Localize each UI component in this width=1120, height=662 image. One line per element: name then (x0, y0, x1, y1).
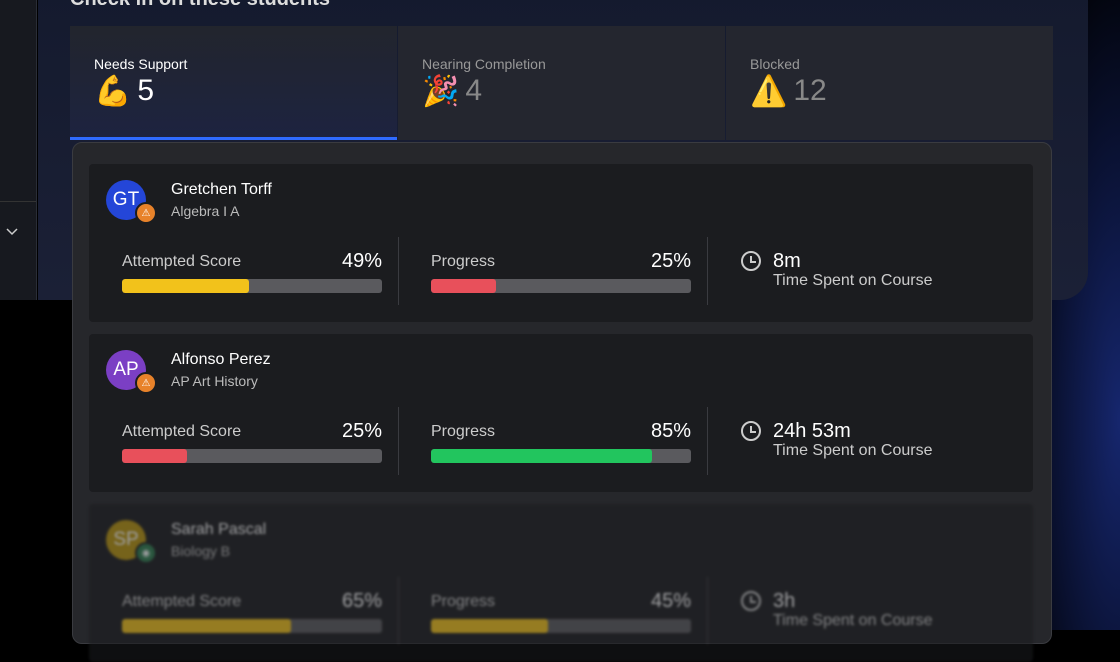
student-card[interactable]: GT ⚠ Gretchen Torff Algebra I A Attempted Sc… (89, 164, 1033, 322)
student-name: Sarah Pascal (171, 521, 267, 538)
course-name: Biology B (171, 543, 231, 559)
student-name: Gretchen Torff (171, 181, 272, 198)
clock-icon (741, 591, 761, 611)
score-track (122, 279, 382, 293)
status-badge: ⚠ (135, 202, 157, 224)
tab-label: Blocked (750, 56, 800, 72)
divider (0, 201, 36, 202)
time-label: Time Spent on Course (773, 612, 933, 629)
divider (707, 237, 708, 305)
clock-icon (741, 421, 761, 441)
course-name: AP Art History (171, 373, 258, 389)
status-badge: ⚠ (135, 372, 157, 394)
clock-hand (750, 426, 756, 433)
score-label: Attempted Score (122, 593, 242, 610)
divider (707, 407, 708, 475)
tab-label: Nearing Completion (422, 56, 546, 72)
tab-label: Needs Support (94, 56, 188, 72)
score-track (122, 449, 382, 463)
status-badge: ◉ (135, 542, 157, 564)
tab-count-row: ⚠️ 12 (750, 74, 827, 109)
divider (707, 577, 708, 645)
divider (398, 577, 399, 645)
time-label: Time Spent on Course (773, 442, 933, 459)
section-title: Check in on these students (70, 0, 330, 11)
tab-count-row: 💪 5 (94, 74, 154, 109)
progress-label: Progress (431, 253, 496, 270)
progress-value: 45% (650, 590, 691, 612)
progress-bar (431, 449, 652, 463)
tab-count: 5 (137, 74, 155, 107)
tab-count-row: 🎉 4 (422, 74, 482, 109)
progress-label: Progress (431, 593, 496, 610)
score-bar (122, 619, 291, 633)
student-card[interactable]: SP ◉ Sarah Pascal Biology B Attempted Score 6… (89, 504, 1033, 662)
progress-track (431, 619, 691, 633)
score-value: 65% (341, 590, 382, 612)
progress-label: Progress (431, 423, 496, 440)
student-list: GT ⚠ Gretchen Torff Algebra I A Attempted Sc… (72, 142, 1052, 662)
progress-bar (431, 619, 548, 633)
divider (398, 237, 399, 305)
score-track (122, 619, 382, 633)
tab-count: 4 (465, 74, 483, 107)
time-value: 8m (773, 250, 801, 272)
tab-icon: ⚠️ (750, 75, 788, 108)
progress-value: 85% (650, 420, 691, 442)
course-name: Algebra I A (171, 203, 240, 219)
score-label: Attempted Score (122, 253, 242, 270)
tab[interactable]: Nearing Completion 🎉 4 (398, 26, 725, 140)
time-value: 24h 53m (773, 420, 851, 442)
tab[interactable]: Blocked ⚠️ 12 (726, 26, 1053, 140)
tab[interactable]: Needs Support 💪 5 (70, 26, 397, 140)
student-card[interactable]: AP ⚠ Alfonso Perez AP Art History Attempted … (89, 334, 1033, 492)
clock-hand (750, 596, 756, 603)
score-bar (122, 449, 187, 463)
score-value: 25% (341, 420, 382, 442)
score-bar (122, 279, 250, 293)
time-label: Time Spent on Course (773, 272, 933, 289)
tab-icon: 💪 (94, 75, 132, 108)
tab-icon: 🎉 (422, 75, 460, 108)
chevron[interactable] (6, 225, 18, 237)
clock-hand (750, 256, 756, 263)
progress-track (431, 449, 691, 463)
tab-count: 12 (793, 74, 827, 107)
student-name: Alfonso Perez (171, 351, 271, 368)
progress-bar (431, 279, 496, 293)
progress-value: 25% (650, 250, 691, 272)
progress-track (431, 279, 691, 293)
time-value: 3h (773, 590, 796, 612)
sidebar (0, 0, 37, 300)
score-label: Attempted Score (122, 423, 242, 440)
divider (398, 407, 399, 475)
score-value: 49% (341, 250, 382, 272)
clock-icon (741, 251, 761, 271)
